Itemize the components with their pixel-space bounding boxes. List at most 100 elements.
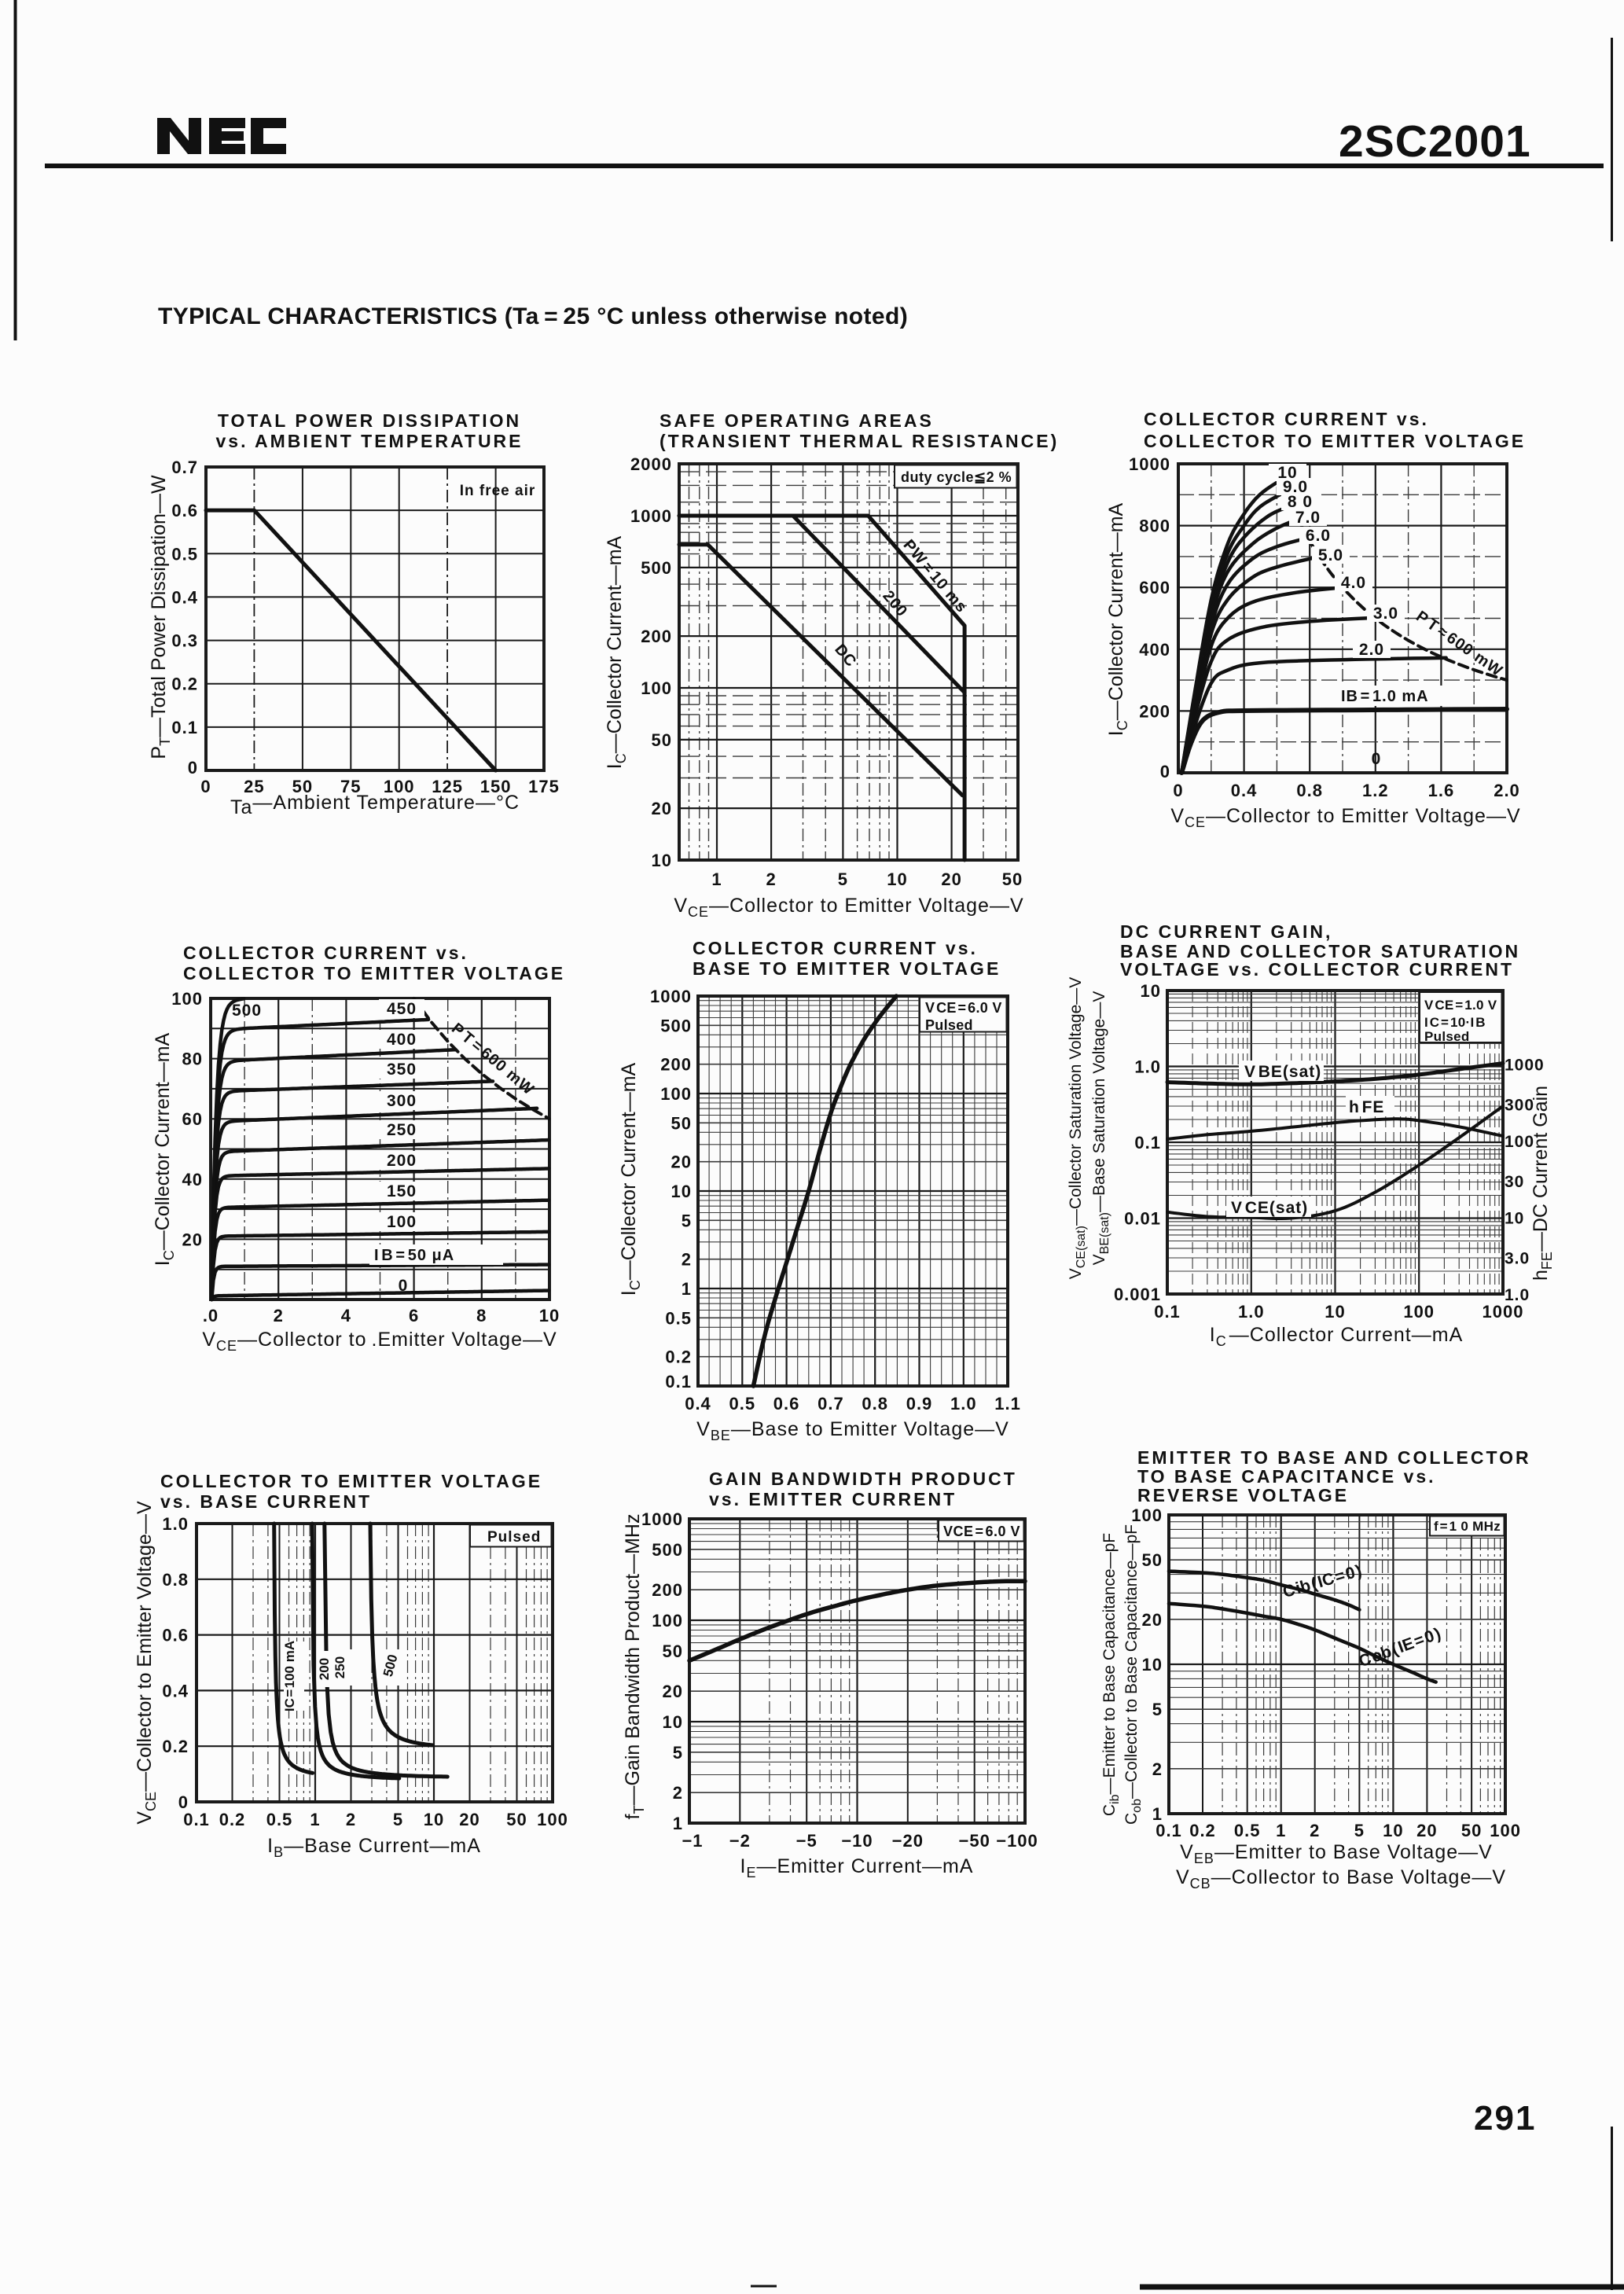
svg-text:5: 5 <box>673 1743 683 1763</box>
svg-text:2: 2 <box>673 1783 683 1803</box>
svg-text:20: 20 <box>459 1810 479 1829</box>
svg-text:hFE—DC Current Gain: hFE—DC Current Gain <box>1530 1086 1555 1281</box>
svg-text:0: 0 <box>178 1792 189 1812</box>
svg-text:0.01: 0.01 <box>1124 1209 1161 1229</box>
svg-text:Pulsed: Pulsed <box>487 1529 541 1546</box>
svg-text:600: 600 <box>1139 578 1170 597</box>
svg-text:25: 25 <box>244 777 264 796</box>
svg-text:VOLTAGE vs. COLLECTOR CURRENT: VOLTAGE vs. COLLECTOR CURRENT <box>1120 959 1514 980</box>
svg-text:100: 100 <box>660 1084 692 1104</box>
svg-text:20: 20 <box>671 1153 692 1172</box>
svg-text:I C = 10·I B: I C = 10·I B <box>1424 1015 1486 1030</box>
svg-text:10: 10 <box>671 1182 692 1201</box>
svg-text:1: 1 <box>310 1810 320 1829</box>
svg-text:40: 40 <box>182 1170 203 1189</box>
svg-text:50: 50 <box>671 1113 692 1133</box>
svg-text:V CE(sat): V CE(sat) <box>1231 1199 1308 1217</box>
svg-text:100: 100 <box>641 678 672 698</box>
svg-text:−2: −2 <box>729 1831 751 1851</box>
svg-text:1000: 1000 <box>1505 1057 1545 1075</box>
svg-text:2SC2001: 2SC2001 <box>1339 116 1531 167</box>
svg-text:175: 175 <box>528 777 560 796</box>
svg-text:300: 300 <box>1505 1097 1534 1115</box>
svg-text:−10: −10 <box>841 1831 873 1851</box>
svg-text:VCE—Collector to .Emitter Volt: VCE—Collector to .Emitter Voltage—V <box>202 1329 557 1354</box>
svg-text:IB—Base Current—mA: IB—Base Current—mA <box>267 1835 481 1860</box>
svg-text:IC—Collector Current—mA: IC—Collector Current—mA <box>1105 502 1130 736</box>
svg-text:BASE AND COLLECTOR SATURATION: BASE AND COLLECTOR SATURATION <box>1120 941 1520 961</box>
svg-text:1: 1 <box>673 1814 683 1833</box>
svg-text:0.1: 0.1 <box>183 1810 210 1829</box>
svg-text:COLLECTOR CURRENT vs.: COLLECTOR CURRENT vs. <box>1144 409 1429 429</box>
svg-text:6.0: 6.0 <box>1306 527 1331 545</box>
svg-text:0.7: 0.7 <box>818 1394 844 1414</box>
svg-text:DC CURRENT GAIN,: DC CURRENT GAIN, <box>1120 921 1332 942</box>
svg-text:450: 450 <box>387 1000 417 1018</box>
svg-text:10: 10 <box>1325 1302 1345 1322</box>
svg-text:75: 75 <box>340 777 361 796</box>
svg-text:2: 2 <box>1152 1759 1163 1779</box>
svg-text:1000: 1000 <box>641 1509 683 1529</box>
svg-text:h FE: h FE <box>1349 1098 1384 1116</box>
svg-text:f = 1 0 MHz: f = 1 0 MHz <box>1434 1519 1501 1534</box>
svg-text:VCE—Collector to Emitter Volta: VCE—Collector to Emitter Voltage—V <box>674 895 1023 920</box>
svg-text:REVERSE VOLTAGE: REVERSE VOLTAGE <box>1137 1485 1349 1505</box>
svg-text:200: 200 <box>1139 701 1170 721</box>
svg-text:IE—Emitter Current—mA: IE—Emitter Current—mA <box>740 1855 974 1880</box>
svg-text:V BE(sat): V BE(sat) <box>1244 1063 1321 1081</box>
svg-text:TO BASE CAPACITANCE vs.: TO BASE CAPACITANCE vs. <box>1137 1466 1436 1487</box>
svg-text:0: 0 <box>1160 762 1170 781</box>
svg-text:1: 1 <box>1276 1821 1286 1840</box>
svg-text:1000: 1000 <box>630 506 672 526</box>
svg-text:50: 50 <box>506 1810 527 1829</box>
svg-text:0.2: 0.2 <box>171 675 198 694</box>
svg-text:−50: −50 <box>959 1831 990 1851</box>
svg-text:0: 0 <box>200 777 211 796</box>
svg-text:100: 100 <box>1131 1505 1163 1525</box>
svg-text:50: 50 <box>292 777 313 796</box>
svg-text:0.1: 0.1 <box>1156 1821 1182 1840</box>
svg-text:1: 1 <box>682 1279 692 1299</box>
svg-text:Cob—Collector to Base Capacita: Cob—Collector to Base Capacitance—pF <box>1122 1524 1144 1825</box>
svg-text:6: 6 <box>409 1306 419 1325</box>
svg-text:2000: 2000 <box>630 454 672 474</box>
svg-text:100: 100 <box>384 777 415 796</box>
svg-text:0.4: 0.4 <box>162 1681 189 1700</box>
svg-text:−5: −5 <box>796 1831 818 1851</box>
svg-text:2.0: 2.0 <box>1494 781 1520 800</box>
svg-text:5: 5 <box>1152 1700 1163 1719</box>
svg-text:8: 8 <box>476 1306 487 1325</box>
svg-text:200: 200 <box>652 1580 683 1600</box>
svg-text:0.5: 0.5 <box>729 1394 756 1414</box>
svg-text:SAFE OPERATING AREAS: SAFE OPERATING AREAS <box>660 410 934 431</box>
svg-text:150: 150 <box>480 777 512 796</box>
svg-text:Pulsed: Pulsed <box>925 1017 973 1033</box>
svg-text:0.4: 0.4 <box>171 587 198 607</box>
svg-text:0.3: 0.3 <box>171 631 198 651</box>
svg-text:0.1: 0.1 <box>171 718 198 737</box>
svg-text:VCE = 6.0 V: VCE = 6.0 V <box>943 1524 1020 1539</box>
svg-text:EMITTER TO BASE AND COLLECTOR: EMITTER TO BASE AND COLLECTOR <box>1137 1447 1531 1468</box>
svg-text:80: 80 <box>182 1050 203 1069</box>
svg-text:VCE—Collector to Emitter Volta: VCE—Collector to Emitter Voltage—V <box>1170 805 1520 830</box>
svg-text:1: 1 <box>1152 1804 1163 1824</box>
svg-text:0: 0 <box>399 1277 409 1295</box>
svg-text:In free air: In free air <box>460 483 536 499</box>
svg-text:1.0: 1.0 <box>1505 1286 1530 1304</box>
svg-text:5.0: 5.0 <box>1318 546 1343 564</box>
svg-text:100: 100 <box>652 1611 683 1630</box>
svg-text:125: 125 <box>432 777 463 796</box>
svg-text:COLLECTOR TO EMITTER VOLTAGE: COLLECTOR TO EMITTER VOLTAGE <box>160 1471 542 1491</box>
svg-text:400: 400 <box>387 1031 417 1049</box>
svg-text:COLLECTOR CURRENT vs.: COLLECTOR CURRENT vs. <box>693 938 978 958</box>
svg-text:0.1: 0.1 <box>1134 1133 1161 1153</box>
svg-text:50: 50 <box>652 730 672 750</box>
svg-text:60: 60 <box>182 1109 203 1129</box>
svg-text:3.0: 3.0 <box>1373 605 1398 623</box>
svg-text:0.2: 0.2 <box>219 1810 246 1829</box>
svg-text:0.5: 0.5 <box>665 1308 692 1328</box>
svg-text:4.0: 4.0 <box>1341 574 1366 592</box>
svg-text:10: 10 <box>1142 1655 1163 1675</box>
svg-text:2: 2 <box>346 1810 356 1829</box>
svg-text:0.8: 0.8 <box>862 1394 888 1414</box>
